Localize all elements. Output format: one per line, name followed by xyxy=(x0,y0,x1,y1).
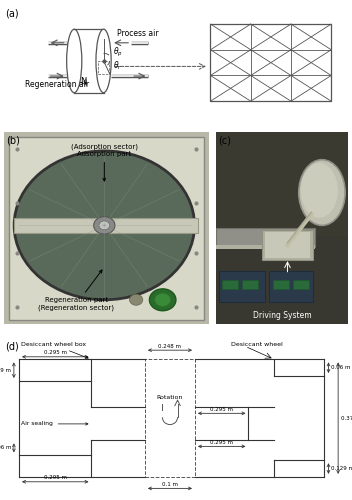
Bar xyxy=(262,230,313,260)
Text: $\theta_r$: $\theta_r$ xyxy=(113,59,122,72)
Text: 0.248 m: 0.248 m xyxy=(158,344,182,348)
Text: (d): (d) xyxy=(5,341,19,351)
Text: Air sealing: Air sealing xyxy=(21,422,88,426)
Text: 0.295 m: 0.295 m xyxy=(44,350,67,355)
Text: (a): (a) xyxy=(5,8,19,18)
Text: (c): (c) xyxy=(219,136,232,145)
Text: (Adsorption sector)
Adsorption part: (Adsorption sector) Adsorption part xyxy=(71,144,138,181)
Ellipse shape xyxy=(96,29,111,92)
Text: 0.06 m: 0.06 m xyxy=(331,365,351,370)
Bar xyxy=(219,272,265,302)
Bar xyxy=(216,245,315,250)
Bar xyxy=(145,360,195,477)
Text: N: N xyxy=(80,76,86,86)
Bar xyxy=(243,280,258,289)
Circle shape xyxy=(149,289,176,310)
Bar xyxy=(210,24,331,101)
Bar xyxy=(269,272,313,302)
Text: 0.295 m: 0.295 m xyxy=(210,440,233,444)
Bar xyxy=(216,228,315,248)
Circle shape xyxy=(130,294,143,306)
Bar xyxy=(273,280,289,289)
Bar xyxy=(99,61,109,74)
Circle shape xyxy=(155,293,171,306)
Bar xyxy=(265,232,310,258)
Text: 0.1 m: 0.1 m xyxy=(162,482,178,486)
Text: Process air: Process air xyxy=(117,29,159,38)
Ellipse shape xyxy=(299,160,345,226)
Bar xyxy=(216,132,348,236)
Text: (b): (b) xyxy=(6,136,20,145)
Text: 0.129 m: 0.129 m xyxy=(331,466,352,471)
Text: 0.295 m: 0.295 m xyxy=(44,475,67,480)
Text: 0.37 m: 0.37 m xyxy=(341,416,352,420)
Ellipse shape xyxy=(301,163,338,218)
Bar xyxy=(222,280,238,289)
Bar xyxy=(14,218,199,233)
Text: Driving System: Driving System xyxy=(253,310,312,320)
Circle shape xyxy=(94,216,115,234)
Circle shape xyxy=(14,151,195,300)
Text: Regeneration air: Regeneration air xyxy=(25,80,89,88)
Text: $\theta_p$: $\theta_p$ xyxy=(113,46,123,59)
Text: 0.06 m: 0.06 m xyxy=(0,446,11,450)
Text: Rotation: Rotation xyxy=(157,395,183,400)
Text: Desiccant wheel: Desiccant wheel xyxy=(231,342,283,347)
Text: 0.295 m: 0.295 m xyxy=(210,406,233,412)
Bar xyxy=(293,280,309,289)
Text: 0.129 m: 0.129 m xyxy=(0,368,11,372)
Text: Regeneration part
(Regeneration sector): Regeneration part (Regeneration sector) xyxy=(38,270,114,310)
Circle shape xyxy=(99,221,109,230)
Text: Desiccant wheel box: Desiccant wheel box xyxy=(21,342,88,358)
